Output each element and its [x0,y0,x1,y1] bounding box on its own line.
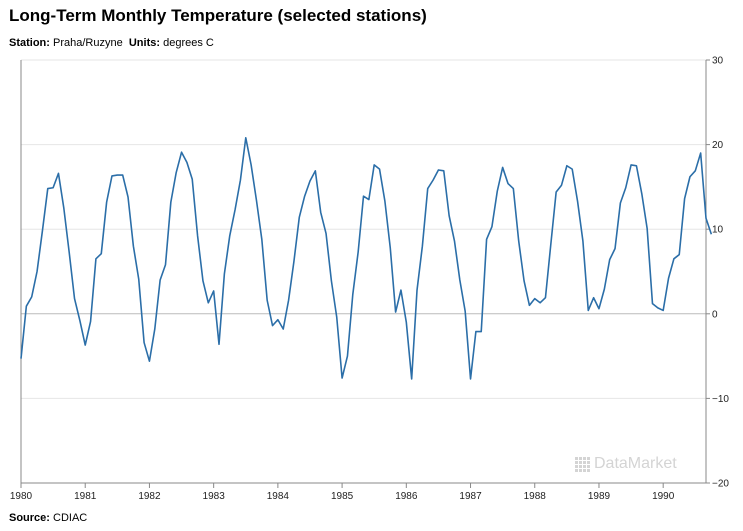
x-tick-label: 1983 [203,491,226,502]
datamarket-dots-icon [575,456,590,472]
x-tick-label: 1986 [395,491,418,502]
y-tick-label: −10 [712,394,729,405]
source-value: CDIAC [53,512,88,524]
y-tick-label: 0 [712,309,718,320]
watermark-text: DataMarket [594,455,677,472]
watermark: DataMarket [575,455,677,473]
axes [20,59,710,488]
grid [21,59,706,484]
tick-labels: 30 20 10 0 −10 −20 1980 1981 1982 1983 1984 1985 198… [10,56,730,503]
series-layer [20,137,713,380]
x-tick-label: 1990 [652,491,675,502]
source-note: Source: CDIAC [9,512,87,524]
y-tick-label: 20 [712,140,724,151]
x-tick-label: 1982 [138,491,161,502]
x-tick-label: 1980 [10,491,33,502]
series-line [20,137,713,380]
units-value: degrees C [163,37,214,49]
chart-subtitle: Station: Praha/Ruzyne Units: degrees C [9,37,214,49]
x-tick-label: 1984 [267,491,290,502]
x-tick-label: 1987 [459,491,482,502]
x-tick-label: 1989 [588,491,611,502]
y-tick-label: 10 [712,225,724,236]
x-tick-label: 1985 [331,491,354,502]
source-label: Source: [9,512,50,524]
y-tick-label: −20 [712,479,729,490]
x-tick-label: 1981 [74,491,97,502]
station-value: Praha/Ruzyne [53,37,123,49]
station-label: Station: [9,37,50,49]
units-label: Units: [128,37,161,49]
x-tick-label: 1988 [524,491,547,502]
y-tick-label: 30 [712,56,724,67]
chart-title: Long-Term Monthly Temperature (selected … [9,6,427,25]
